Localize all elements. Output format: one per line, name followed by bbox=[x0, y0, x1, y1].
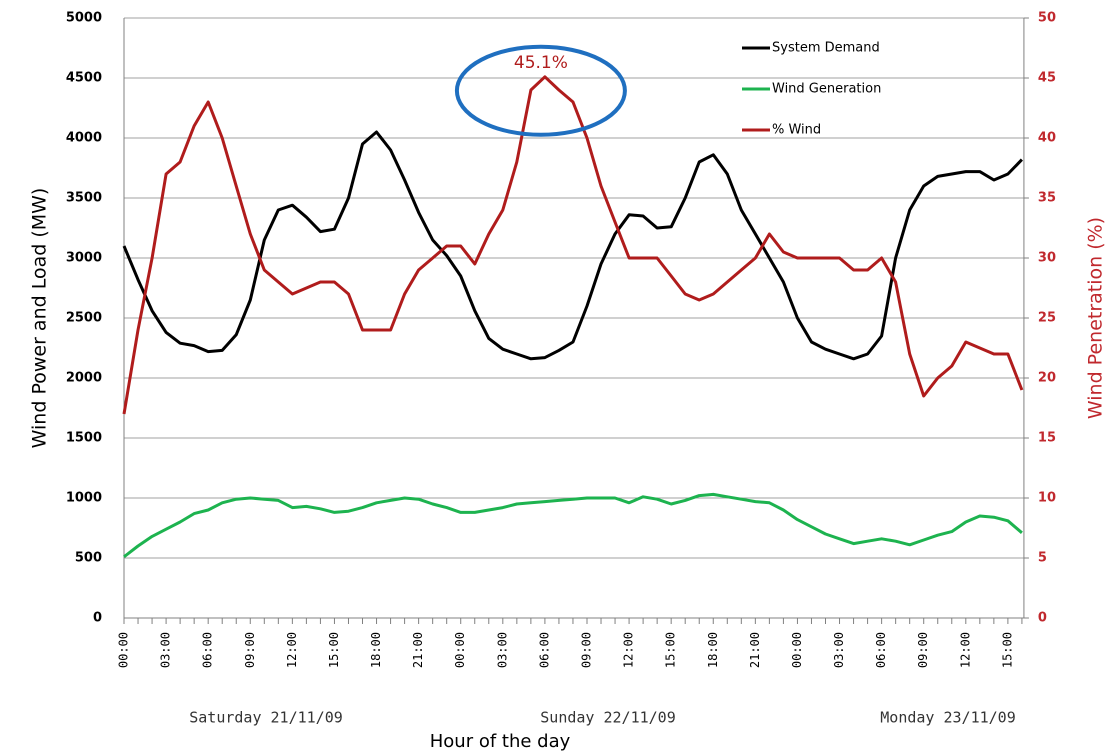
x-tick-label: 09:00 bbox=[243, 632, 257, 668]
highlight-ellipse bbox=[454, 44, 627, 137]
x-tick-label: 15:00 bbox=[664, 632, 678, 668]
day-label: Monday 23/11/09 bbox=[880, 709, 1015, 727]
y-tick-label: 1500 bbox=[66, 431, 102, 446]
x-tick-label: 03:00 bbox=[832, 632, 846, 668]
legend-label: Wind Generation bbox=[772, 82, 881, 97]
y-tick-label: 0 bbox=[93, 611, 102, 626]
y2-tick-label: 10 bbox=[1038, 491, 1056, 506]
x-tick-label: 15:00 bbox=[327, 632, 341, 668]
series-line bbox=[123, 492, 1023, 558]
y2-tick-label: 25 bbox=[1038, 311, 1056, 326]
y2-tick-label: 45 bbox=[1038, 71, 1056, 86]
x-tick-label: 06:00 bbox=[874, 632, 888, 668]
x-tick-label: 06:00 bbox=[201, 632, 215, 668]
y-tick-label: 4500 bbox=[66, 71, 102, 86]
y-tick-label: 3500 bbox=[66, 191, 102, 206]
x-tick-label: 03:00 bbox=[495, 632, 509, 668]
x-tick-label: 18:00 bbox=[706, 632, 720, 668]
x-axis-title: Hour of the day bbox=[430, 731, 571, 752]
y-tick-label: 4000 bbox=[66, 131, 102, 146]
y-tick-label: 500 bbox=[75, 551, 102, 566]
y2-tick-label: 30 bbox=[1038, 251, 1056, 266]
series-line bbox=[122, 130, 1023, 361]
x-tick-label: 21:00 bbox=[411, 632, 425, 668]
series-line bbox=[122, 75, 1024, 415]
x-tick-label: 15:00 bbox=[1000, 632, 1014, 668]
x-tick-label: 06:00 bbox=[537, 632, 551, 668]
y-tick-label: 1000 bbox=[66, 491, 102, 506]
x-tick-label: 03:00 bbox=[159, 632, 173, 668]
y2-tick-label: 40 bbox=[1038, 131, 1056, 146]
y2-axis-title: Wind Penetration (%) bbox=[1085, 217, 1107, 419]
x-tick-label: 09:00 bbox=[579, 632, 593, 668]
x-tick-label: 12:00 bbox=[285, 632, 299, 668]
y2-tick-label: 15 bbox=[1038, 431, 1056, 446]
x-tick-label: 12:00 bbox=[958, 632, 972, 668]
y-tick-label: 5000 bbox=[66, 11, 102, 26]
x-tick-label: 00:00 bbox=[790, 632, 804, 668]
y2-tick-label: 20 bbox=[1038, 371, 1056, 386]
x-tick-label: 12:00 bbox=[622, 632, 636, 668]
y2-tick-label: 0 bbox=[1038, 611, 1047, 626]
x-tick-label: 18:00 bbox=[369, 632, 383, 668]
day-label: Sunday 22/11/09 bbox=[540, 709, 675, 727]
x-tick-label: 00:00 bbox=[117, 632, 131, 668]
y-tick-label: 3000 bbox=[66, 251, 102, 266]
day-label: Saturday 21/11/09 bbox=[189, 709, 343, 727]
legend-label: System Demand bbox=[772, 41, 880, 56]
legend-label: % Wind bbox=[772, 123, 821, 138]
y2-tick-label: 50 bbox=[1038, 11, 1056, 26]
x-tick-label: 21:00 bbox=[748, 632, 762, 668]
y-tick-label: 2500 bbox=[66, 311, 102, 326]
y2-tick-label: 35 bbox=[1038, 191, 1056, 206]
y2-tick-label: 5 bbox=[1038, 551, 1047, 566]
annotation: 45.1% bbox=[514, 53, 568, 73]
y-tick-label: 2000 bbox=[66, 371, 102, 386]
y-axis-title: Wind Power and Load (MW) bbox=[29, 188, 51, 449]
x-tick-label: 09:00 bbox=[916, 632, 930, 668]
x-tick-label: 00:00 bbox=[453, 632, 467, 668]
